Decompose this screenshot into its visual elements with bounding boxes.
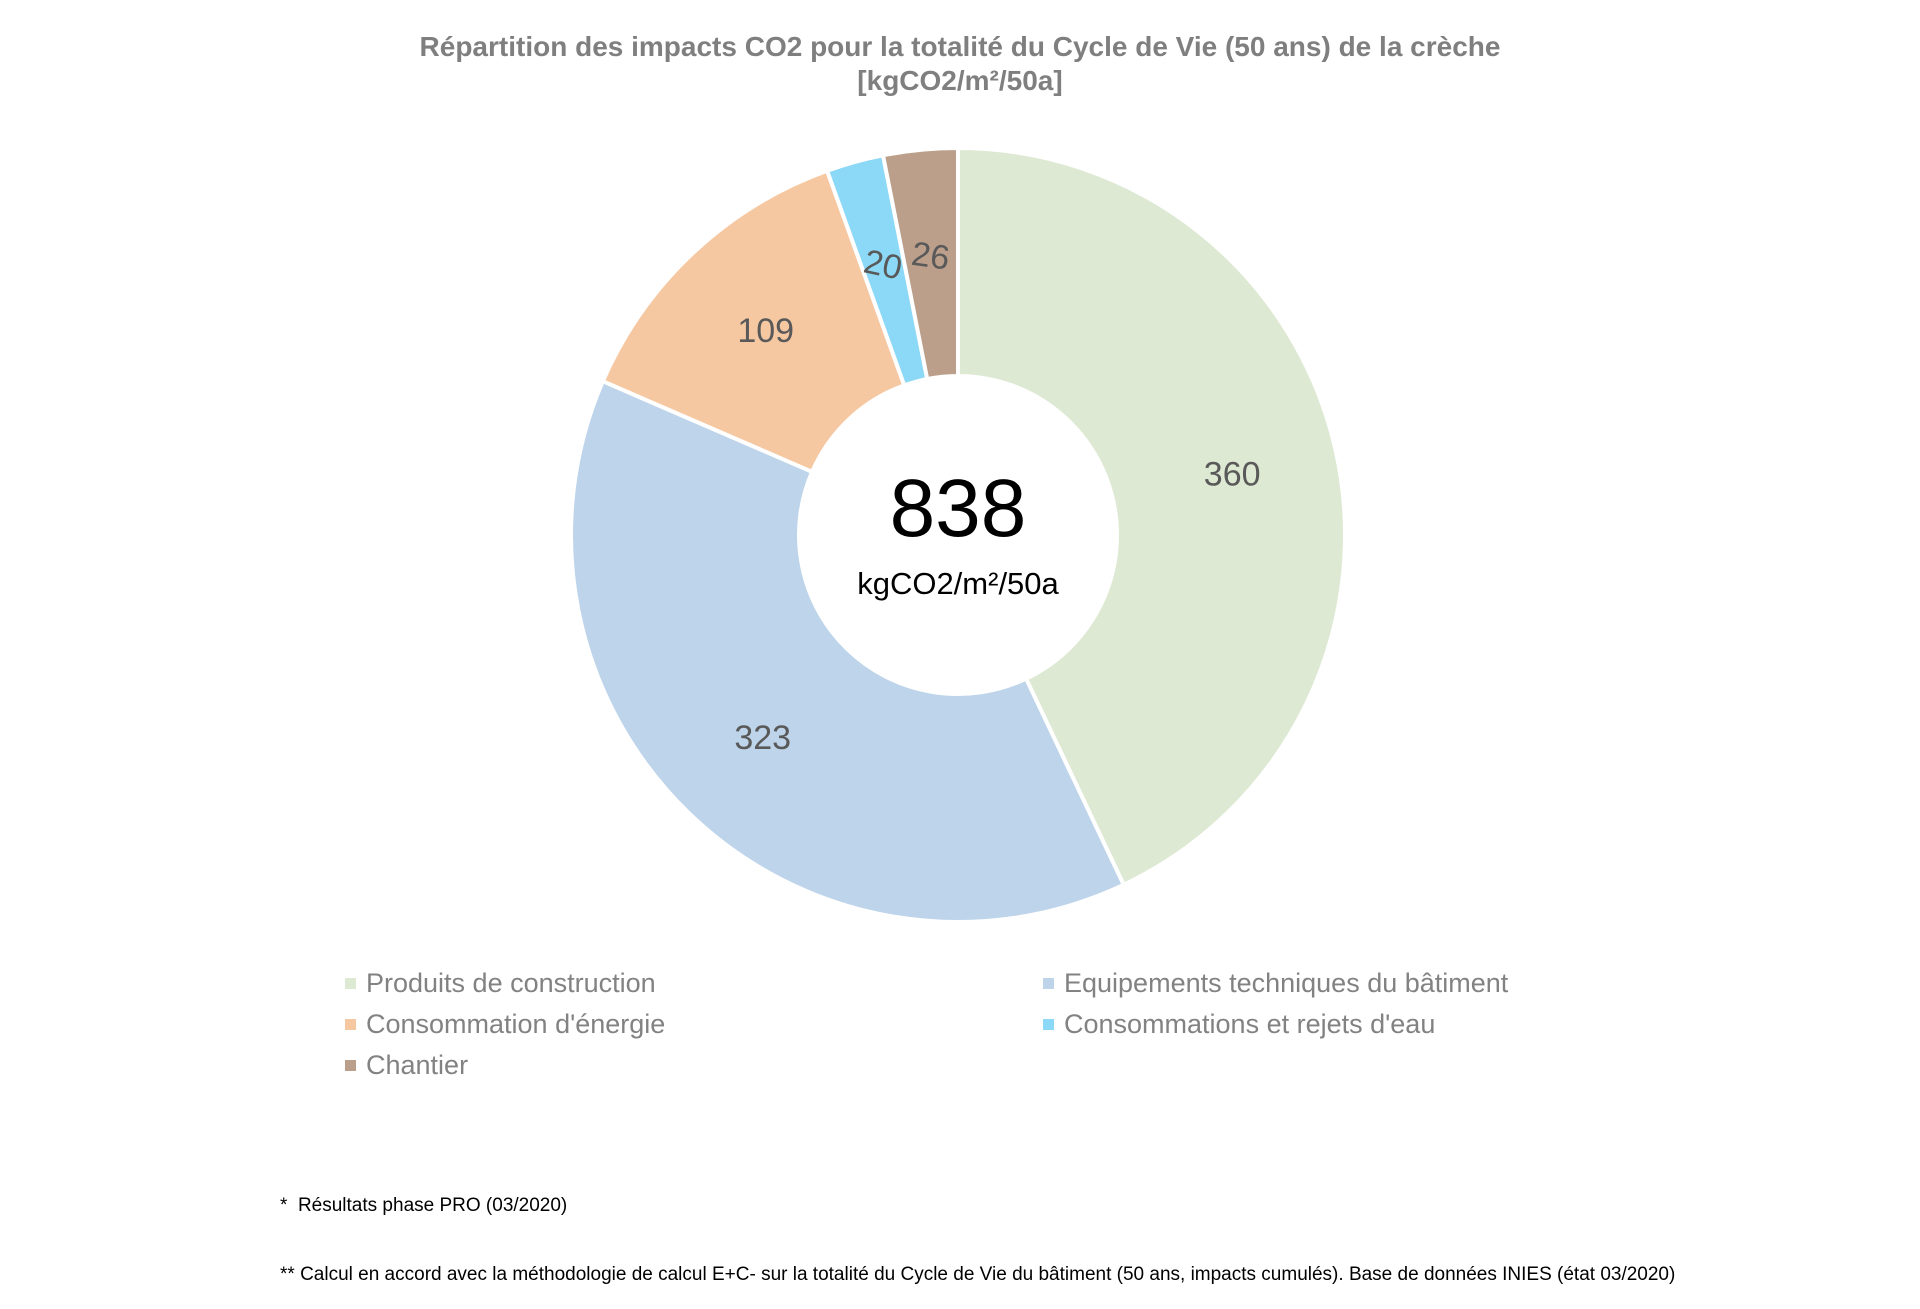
legend-column-left: Produits de construction Consommation d'…	[345, 968, 665, 1091]
donut-slice-4	[881, 146, 960, 382]
legend-label: Consommations et rejets d'eau	[1064, 1008, 1436, 1039]
legend-label: Equipements techniques du bâtiment	[1064, 967, 1509, 998]
legend-label: Chantier	[366, 1049, 469, 1080]
chart-title: Répartition des impacts CO2 pour la tota…	[0, 30, 1920, 98]
donut-slice-0	[956, 146, 1347, 887]
slice-value-label-3: 20	[860, 243, 905, 288]
footnotes: * Résultats phase PRO (03/2020) ** Calcu…	[280, 1148, 1675, 1309]
slice-value-label-2: 109	[737, 312, 794, 350]
donut-slice-2	[600, 168, 907, 474]
legend-column-right: Equipements techniques du bâtiment Conso…	[1043, 968, 1508, 1050]
donut-chart: 360 323 109 20 26	[558, 135, 1358, 935]
legend-swatch-icon	[1043, 977, 1054, 989]
legend-item-consommations-rejets-eau: Consommations et rejets d'eau	[1043, 1009, 1508, 1039]
donut-svg: 360 323 109 20 26	[569, 146, 1347, 924]
chart-title-line2: [kgCO2/m²/50a]	[857, 65, 1063, 96]
legend-item-chantier: Chantier	[345, 1050, 665, 1080]
donut-slice-1	[569, 379, 1126, 924]
chart-title-line1: Répartition des impacts CO2 pour la tota…	[419, 31, 1501, 62]
legend-swatch-icon	[345, 1018, 356, 1030]
legend-label: Consommation d'énergie	[366, 1008, 666, 1039]
legend-swatch-icon	[1043, 1018, 1054, 1030]
slice-value-label-1: 323	[734, 719, 791, 757]
slice-value-label-0: 360	[1204, 455, 1261, 493]
legend-label: Produits de construction	[366, 967, 656, 998]
legend-item-produits-de-construction: Produits de construction	[345, 968, 665, 998]
legend-item-equipements-techniques: Equipements techniques du bâtiment	[1043, 968, 1508, 998]
legend-swatch-icon	[345, 977, 356, 989]
footnote-line-2: ** Calcul en accord avec la méthodologie…	[280, 1264, 1676, 1285]
slice-value-label-4: 26	[909, 235, 952, 278]
footnote-line-1: * Résultats phase PRO (03/2020)	[280, 1195, 568, 1216]
legend-swatch-icon	[345, 1059, 356, 1071]
legend-item-consommation-energie: Consommation d'énergie	[345, 1009, 665, 1039]
